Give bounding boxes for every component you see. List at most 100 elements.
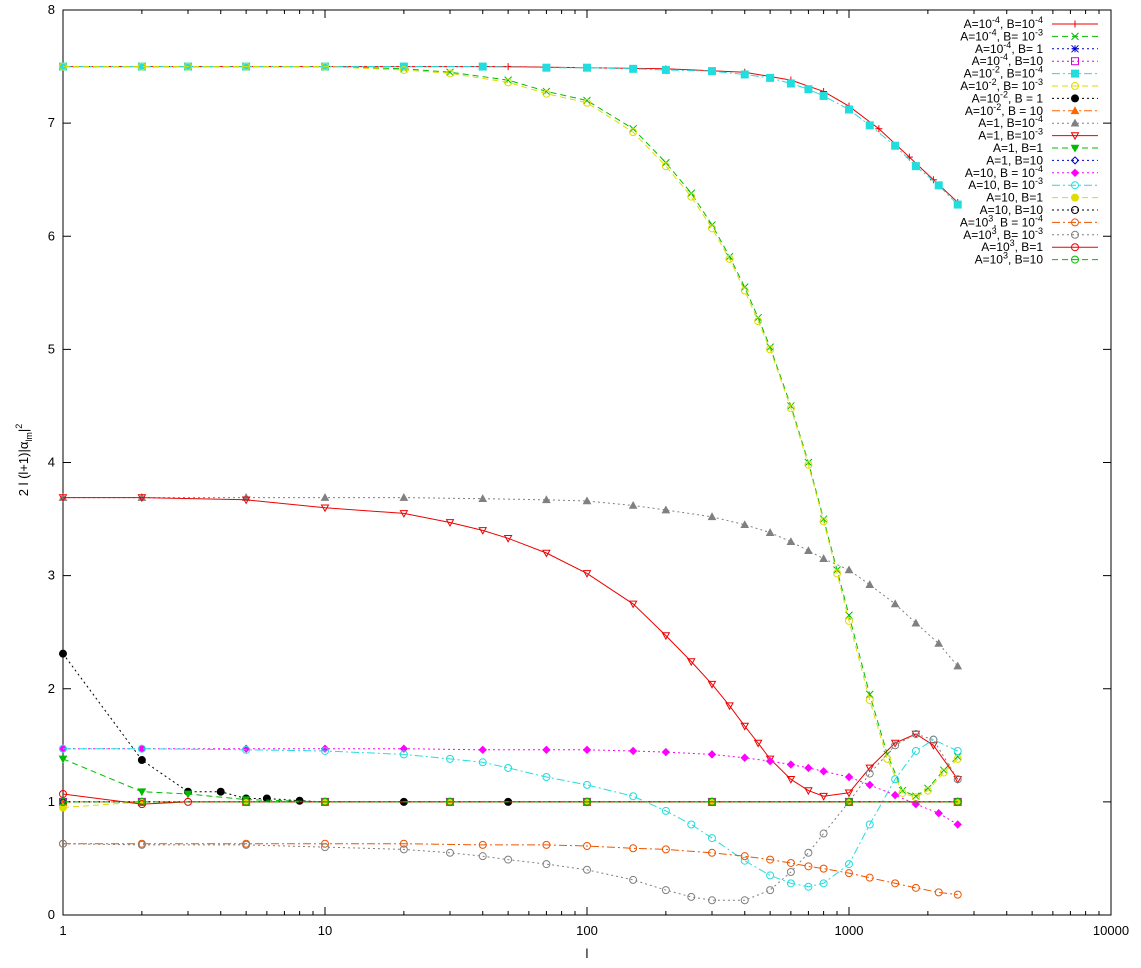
data-point bbox=[478, 494, 488, 502]
data-point bbox=[478, 62, 487, 71]
data-point bbox=[707, 750, 717, 759]
data-point bbox=[911, 883, 920, 892]
data-point bbox=[582, 496, 592, 505]
data-point bbox=[804, 862, 813, 871]
data-point bbox=[446, 797, 455, 806]
data-point bbox=[503, 534, 513, 543]
legend-marker bbox=[1071, 94, 1079, 103]
data-point bbox=[583, 797, 591, 806]
series-9 bbox=[58, 493, 963, 670]
legend-item: A=103, B= 10-3 bbox=[963, 226, 1098, 242]
legend-item: A=103, B=10 bbox=[975, 251, 1098, 267]
data-point bbox=[911, 618, 921, 627]
data-point bbox=[137, 788, 147, 797]
series-line bbox=[63, 497, 959, 667]
series-line bbox=[63, 843, 958, 896]
data-point bbox=[766, 345, 775, 354]
data-point bbox=[242, 840, 251, 849]
x-tick-label: 1 bbox=[59, 923, 66, 938]
data-point bbox=[819, 91, 828, 100]
legend-label: A=103, B = 10-4 bbox=[960, 213, 1043, 229]
data-point bbox=[865, 121, 874, 130]
data-point bbox=[934, 888, 943, 897]
data-point bbox=[59, 789, 67, 798]
legend-label: A=10, B = 10-4 bbox=[965, 164, 1043, 180]
data-point bbox=[939, 766, 948, 775]
data-point bbox=[865, 873, 874, 882]
legend: A=10-4, B=10-4A=10-4, B= 10-3A=10-4, B= … bbox=[960, 15, 1098, 267]
y-tick-label: 8 bbox=[48, 2, 55, 17]
series-layer bbox=[58, 62, 963, 905]
data-point bbox=[845, 797, 853, 806]
data-point bbox=[59, 744, 67, 753]
data-point bbox=[542, 745, 551, 755]
data-point bbox=[766, 73, 775, 82]
legend-marker bbox=[1071, 82, 1079, 90]
legend-marker bbox=[1071, 255, 1079, 264]
data-point bbox=[883, 754, 892, 763]
data-point bbox=[939, 768, 948, 777]
data-point bbox=[628, 600, 638, 609]
data-point bbox=[137, 62, 146, 71]
data-point bbox=[786, 79, 795, 88]
legend-marker bbox=[1070, 106, 1080, 115]
data-point bbox=[844, 565, 854, 574]
legend-marker bbox=[1071, 218, 1079, 227]
data-point bbox=[504, 855, 513, 864]
data-point bbox=[804, 458, 813, 467]
data-point bbox=[786, 760, 796, 769]
data-point bbox=[819, 767, 828, 776]
data-point bbox=[804, 763, 813, 773]
data-point bbox=[59, 62, 67, 71]
data-point bbox=[865, 820, 874, 829]
data-point bbox=[890, 790, 900, 800]
data-point bbox=[542, 772, 551, 781]
data-point bbox=[740, 856, 749, 865]
data-point bbox=[740, 286, 749, 295]
data-point bbox=[582, 570, 592, 578]
data-point bbox=[891, 879, 900, 888]
data-point bbox=[891, 141, 900, 150]
data-point bbox=[953, 754, 962, 763]
series-11 bbox=[58, 755, 963, 807]
legend-item: A=10, B= 10-3 bbox=[968, 176, 1098, 192]
data-point bbox=[542, 495, 551, 504]
data-point bbox=[583, 98, 591, 107]
legend-item: A=1, B=10-3 bbox=[978, 127, 1098, 143]
legend-item: A=10, B=1 bbox=[986, 191, 1098, 205]
legend-marker bbox=[1070, 118, 1080, 127]
data-point bbox=[740, 753, 749, 762]
data-point bbox=[320, 504, 330, 513]
data-point bbox=[661, 632, 671, 641]
data-point bbox=[766, 871, 775, 880]
data-point bbox=[628, 500, 638, 509]
legend-item: A=103, B = 10-4 bbox=[960, 213, 1098, 229]
data-point bbox=[953, 890, 962, 899]
data-point bbox=[446, 848, 455, 857]
data-point bbox=[262, 794, 271, 803]
y-tick-label: 6 bbox=[48, 228, 55, 243]
data-point bbox=[321, 839, 329, 848]
data-point bbox=[819, 515, 828, 523]
data-point bbox=[845, 105, 853, 114]
x-tick-label: 100 bbox=[576, 923, 598, 938]
legend-marker bbox=[1071, 243, 1079, 252]
y-tick-label: 1 bbox=[48, 794, 55, 809]
data-point bbox=[845, 616, 853, 625]
data-point bbox=[661, 747, 671, 757]
y-tick-label: 5 bbox=[48, 341, 55, 356]
series-7 bbox=[59, 649, 962, 806]
legend-label: A=10-4, B= 1 bbox=[975, 40, 1043, 56]
data-point bbox=[953, 752, 962, 761]
data-point bbox=[707, 680, 717, 689]
data-point bbox=[911, 162, 920, 171]
data-point bbox=[708, 848, 717, 857]
data-point bbox=[399, 839, 408, 848]
data-point bbox=[934, 638, 944, 647]
legend-label: A=10, B= 10-3 bbox=[968, 176, 1043, 192]
data-point bbox=[216, 787, 225, 796]
x-axis-label: l bbox=[586, 946, 589, 961]
legend-label: A=10-2, B=10-4 bbox=[964, 65, 1043, 81]
